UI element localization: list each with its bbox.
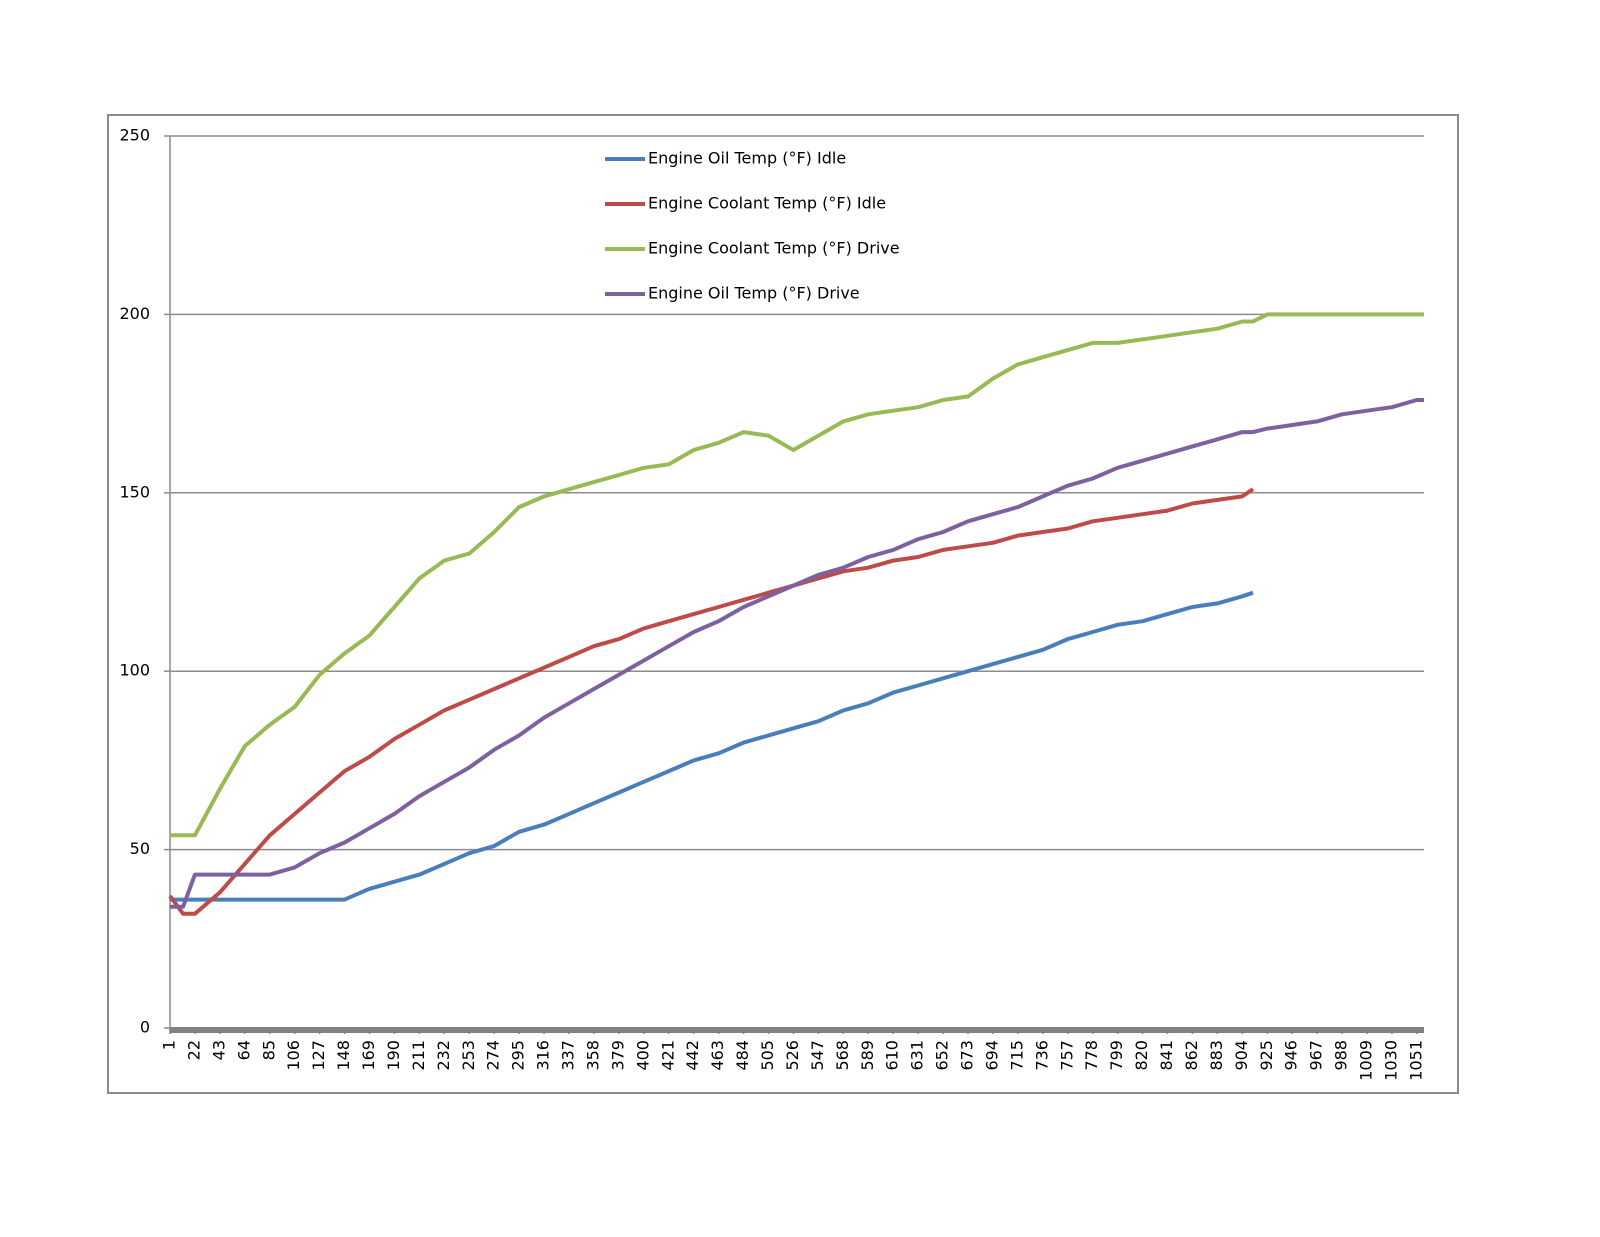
- y-tick-label: 0: [140, 1018, 150, 1037]
- x-tick-label: 316: [534, 1040, 553, 1071]
- x-tick-label: 1051: [1406, 1040, 1425, 1081]
- x-tick-label: 1: [160, 1040, 179, 1050]
- x-tick-label: 169: [359, 1040, 378, 1071]
- x-tick-label: 505: [758, 1040, 777, 1071]
- x-tick-label: 442: [683, 1040, 702, 1071]
- x-tick-label: 841: [1157, 1040, 1176, 1071]
- x-tick-label: 631: [908, 1040, 927, 1071]
- x-tick-label: 22: [184, 1040, 203, 1060]
- x-tick-label: 883: [1207, 1040, 1226, 1071]
- series-line: [168, 487, 1255, 916]
- y-tick-label: 150: [119, 482, 150, 501]
- x-tick-label: 295: [509, 1040, 528, 1071]
- x-tick-label: 778: [1082, 1040, 1101, 1071]
- x-tick-label: 967: [1307, 1040, 1326, 1071]
- x-tick-label: 652: [933, 1040, 952, 1071]
- legend-label: Engine Oil Temp (°F) Idle: [648, 149, 846, 168]
- x-tick-label: 1009: [1357, 1040, 1376, 1081]
- x-tick-label: 526: [783, 1040, 802, 1071]
- x-tick-label: 400: [633, 1040, 652, 1071]
- x-tick-label: 379: [608, 1040, 627, 1071]
- x-tick-label: 148: [334, 1040, 353, 1071]
- x-tick-label: 211: [409, 1040, 428, 1071]
- chart-border: [107, 114, 1459, 1094]
- y-tick-label: 50: [130, 839, 150, 858]
- x-tick-label: 106: [284, 1040, 303, 1071]
- x-tick-label: 715: [1007, 1040, 1026, 1071]
- x-tick-label: 127: [309, 1040, 328, 1071]
- x-tick-label: 421: [658, 1040, 677, 1071]
- x-tick-label: 274: [484, 1040, 503, 1071]
- x-tick-label: 988: [1332, 1040, 1351, 1071]
- x-tick-label: 568: [833, 1040, 852, 1071]
- x-tick-label: 85: [259, 1040, 278, 1060]
- x-tick-label: 862: [1182, 1040, 1201, 1071]
- x-tick-label: 904: [1232, 1040, 1251, 1071]
- x-tick-label: 43: [209, 1040, 228, 1060]
- x-tick-label: 820: [1132, 1040, 1151, 1071]
- x-tick-label: 946: [1282, 1040, 1301, 1071]
- series-line: [170, 590, 1254, 902]
- x-tick-label: 463: [708, 1040, 727, 1071]
- x-tick-label: 547: [808, 1040, 827, 1071]
- x-tick-label: 190: [384, 1040, 403, 1071]
- series-line: [170, 312, 1424, 838]
- x-tick-label: 484: [733, 1040, 752, 1071]
- x-tick-label: 589: [858, 1040, 877, 1071]
- x-tick-label: 694: [982, 1040, 1001, 1071]
- x-tick-label: 64: [234, 1040, 253, 1060]
- y-tick-label: 100: [119, 661, 150, 680]
- x-tick-label: 610: [883, 1040, 902, 1071]
- legend-label: Engine Coolant Temp (°F) Idle: [648, 194, 886, 213]
- y-tick-label: 200: [119, 304, 150, 323]
- x-tick-label: 253: [459, 1040, 478, 1071]
- x-tick-label: 925: [1257, 1040, 1276, 1071]
- series-line: [170, 398, 1424, 909]
- x-tick-label: 799: [1107, 1040, 1126, 1071]
- x-tick-label: 232: [434, 1040, 453, 1071]
- x-tick-label: 358: [583, 1040, 602, 1071]
- y-tick-label: 250: [119, 126, 150, 145]
- x-tick-label: 673: [958, 1040, 977, 1071]
- x-tick-label: 757: [1057, 1040, 1076, 1071]
- legend-label: Engine Coolant Temp (°F) Drive: [648, 239, 900, 258]
- x-tick-label: 337: [559, 1040, 578, 1071]
- x-tick-label: 1030: [1381, 1040, 1400, 1081]
- x-tick-label: 736: [1032, 1040, 1051, 1071]
- legend-label: Engine Oil Temp (°F) Drive: [648, 284, 860, 303]
